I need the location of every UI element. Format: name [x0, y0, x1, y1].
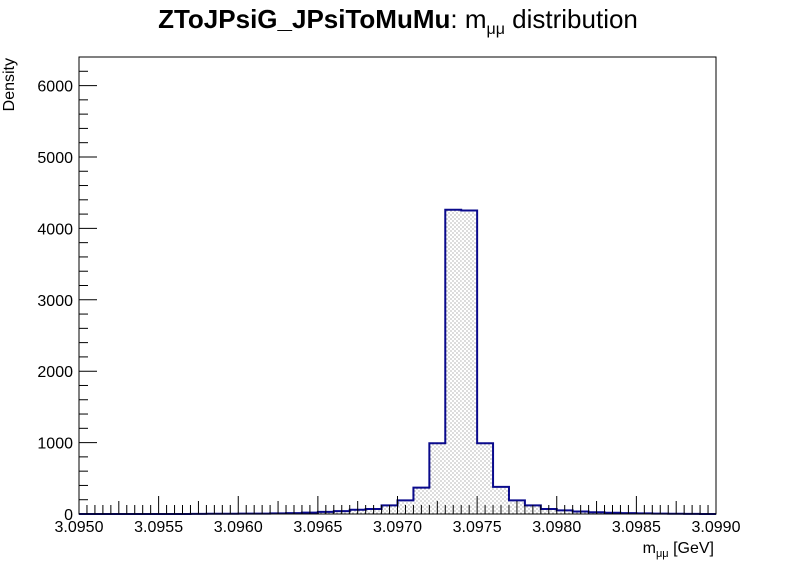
y-tick-label: 2000 [37, 364, 73, 381]
y-tick-label: 6000 [37, 79, 73, 96]
histogram-bar [477, 443, 494, 514]
histogram-bar [445, 209, 462, 514]
x-tick-label: 3.0965 [293, 519, 342, 536]
x-tick-label: 3.0990 [692, 519, 741, 536]
x-tick-label: 3.0955 [134, 519, 183, 536]
chart-title: ZToJPsiG_JPsiToMuMu: mμμ distribution [158, 4, 638, 38]
histogram-bar [461, 210, 478, 514]
histogram-bar [429, 443, 446, 514]
x-tick-label: 3.0960 [214, 519, 263, 536]
histogram-bar [413, 487, 430, 514]
y-tick-label: 0 [64, 507, 73, 524]
x-tick-label: 3.0980 [532, 519, 581, 536]
y-axis-label: Density [1, 58, 18, 111]
y-tick-label: 1000 [37, 436, 73, 453]
x-tick-label: 3.0975 [453, 519, 502, 536]
x-tick-label: 3.0970 [373, 519, 422, 536]
histogram-outline [79, 208, 716, 515]
y-tick-label: 3000 [37, 293, 73, 310]
x-axis-label: mμμ [GeV] [643, 540, 714, 560]
y-tick-label: 5000 [37, 150, 73, 167]
x-tick-label: 3.0950 [55, 519, 104, 536]
plot-area: 0 1000 2000 3000 4000 5000 6000 3.0950 3.0955 3.0… [37, 56, 741, 536]
histogram-bar [493, 486, 509, 514]
y-tick-label: 4000 [37, 221, 73, 238]
plot-frame [78, 56, 717, 515]
x-tick-label: 3.0985 [612, 519, 661, 536]
